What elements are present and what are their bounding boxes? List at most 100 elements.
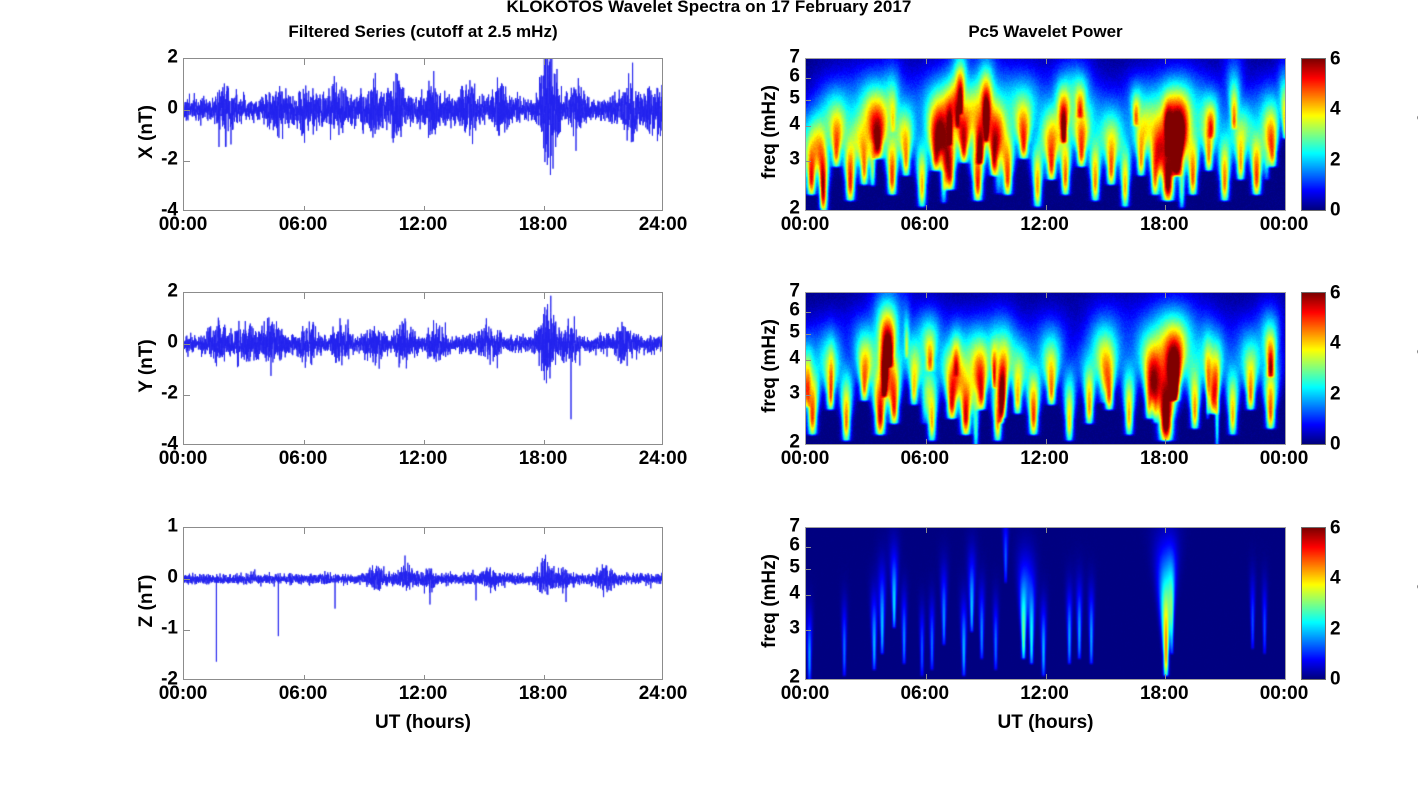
ytick-label: 4 [789,582,800,604]
xtick-label: 06:00 [278,683,328,704]
xtick-label: 06:00 [900,683,950,704]
ytick-label: 6 [789,534,800,556]
xtick-label: 06:00 [900,214,950,235]
axis-tick [1165,674,1166,679]
axis-tick [806,312,811,313]
xtick-label: 00:00 [780,683,830,704]
axis-tick [544,293,545,299]
axis-tick [304,440,305,444]
colorbar-tick-label: 2 [1330,149,1341,171]
ytick-label: 5 [789,321,800,343]
ytick-label: 5 [789,556,800,578]
axis-tick [806,161,811,162]
axis-tick [926,59,927,64]
plot-area-timeseries-z [183,527,663,680]
axis-tick [544,675,545,679]
ytick-label: 6 [789,299,800,321]
xtick-label: 24:00 [638,683,688,704]
ytick-label: -4 [161,433,178,455]
axis-tick [1046,59,1047,64]
xtick-label: 00:00 [1259,448,1309,469]
yaxis-title: Z (nT) [136,574,157,627]
xtick-label: 18:00 [518,683,568,704]
axis-tick [926,528,927,533]
axis-tick [806,360,811,361]
panel-spectrogram-y: 7 6 5 4 3 2 00:00 06:00 12:00 18:00 00:00 freq (mHz… [759,281,1418,469]
ytick-label: 4 [789,347,800,369]
colorbar-tick-label: 0 [1330,433,1341,455]
ytick-label: 2 [789,197,800,219]
ytick-label: 5 [789,87,800,109]
axis-tick [184,344,190,345]
plot-area-spectrogram-z [805,527,1286,680]
ytick-label: 7 [789,280,800,302]
spectrogram-image [806,293,1285,444]
xaxis-title-left: UT (hours) [374,712,472,733]
axis-tick [1046,205,1047,210]
axis-tick [184,395,190,396]
axis-tick [806,78,811,79]
xtick-label: 12:00 [398,448,448,469]
ytick-label: 7 [789,515,800,537]
axis-tick [544,59,545,65]
xaxis-title-right: UT (hours) [997,712,1094,733]
ytick-label: 4 [789,113,800,135]
axis-tick [424,59,425,65]
ytick-label: 2 [167,46,178,68]
colorbar-gradient [1302,59,1325,210]
axis-tick [806,569,811,570]
colorbar-tick-label: 2 [1330,383,1341,405]
axis-tick [184,630,190,631]
ytick-label: 0 [167,331,178,353]
axis-tick [304,293,305,299]
xtick-label: 12:00 [1020,214,1069,235]
axis-tick [1165,439,1166,444]
figure-title: KLOKOTOS Wavelet Spectra on 17 February … [506,0,912,16]
spectrogram-image [806,528,1285,679]
xtick-label: 00:00 [158,683,208,704]
panel-timeseries-z: 1 0 -1 -2 00:00 06:00 12:00 18:00 24:00 Z (nT) [136,516,687,704]
colorbar: 0 2 4 6 [1301,283,1341,455]
xtick-label: 18:00 [1139,214,1189,235]
colorbar-gradient [1302,293,1325,444]
axis-tick [1165,528,1166,533]
yaxis-title: X (nT) [136,104,157,159]
ytick-label: -1 [161,617,178,639]
xtick-label: 00:00 [780,214,830,235]
axis-tick [926,205,927,210]
xtick-label: 06:00 [278,448,328,469]
colorbar-tick-label: 6 [1330,48,1341,70]
axis-tick [806,395,811,396]
axis-tick [544,528,545,534]
panel-spectrogram-x: 7 6 5 4 3 2 00:00 06:00 12:00 18:00 00:00 freq (mHz… [759,47,1418,235]
left-column-title: Filtered Series (cutoff at 2.5 mHz) [288,22,558,41]
axis-tick [806,547,811,548]
colorbar-tick-label: 6 [1330,517,1341,539]
xtick-label: 18:00 [1139,683,1189,704]
axis-tick [544,206,545,210]
ytick-label: 2 [789,666,800,688]
axis-tick [184,110,190,111]
xtick-label: 12:00 [398,683,448,704]
panel-spectrogram-z: 7 6 5 4 3 2 00:00 06:00 12:00 18:00 00:00 freq (mHz… [759,516,1418,704]
ytick-label: 2 [167,280,178,302]
xtick-label: 00:00 [1259,683,1309,704]
axis-tick [926,439,927,444]
xtick-label: 18:00 [1139,448,1189,469]
ytick-label: -2 [161,382,178,404]
xtick-label: 06:00 [900,448,950,469]
axis-tick [806,630,811,631]
xtick-label: 00:00 [158,448,208,469]
axis-tick [424,293,425,299]
axis-tick [1046,293,1047,298]
axis-tick [1046,674,1047,679]
axis-tick [304,675,305,679]
plot-area-spectrogram-y [805,292,1286,445]
axis-tick [424,206,425,210]
colorbar-tick-label: 4 [1330,567,1341,589]
ytick-label: -2 [161,148,178,170]
timeseries-trace [184,528,662,679]
ytick-label: -2 [161,668,178,690]
spectrogram-image [806,59,1285,210]
